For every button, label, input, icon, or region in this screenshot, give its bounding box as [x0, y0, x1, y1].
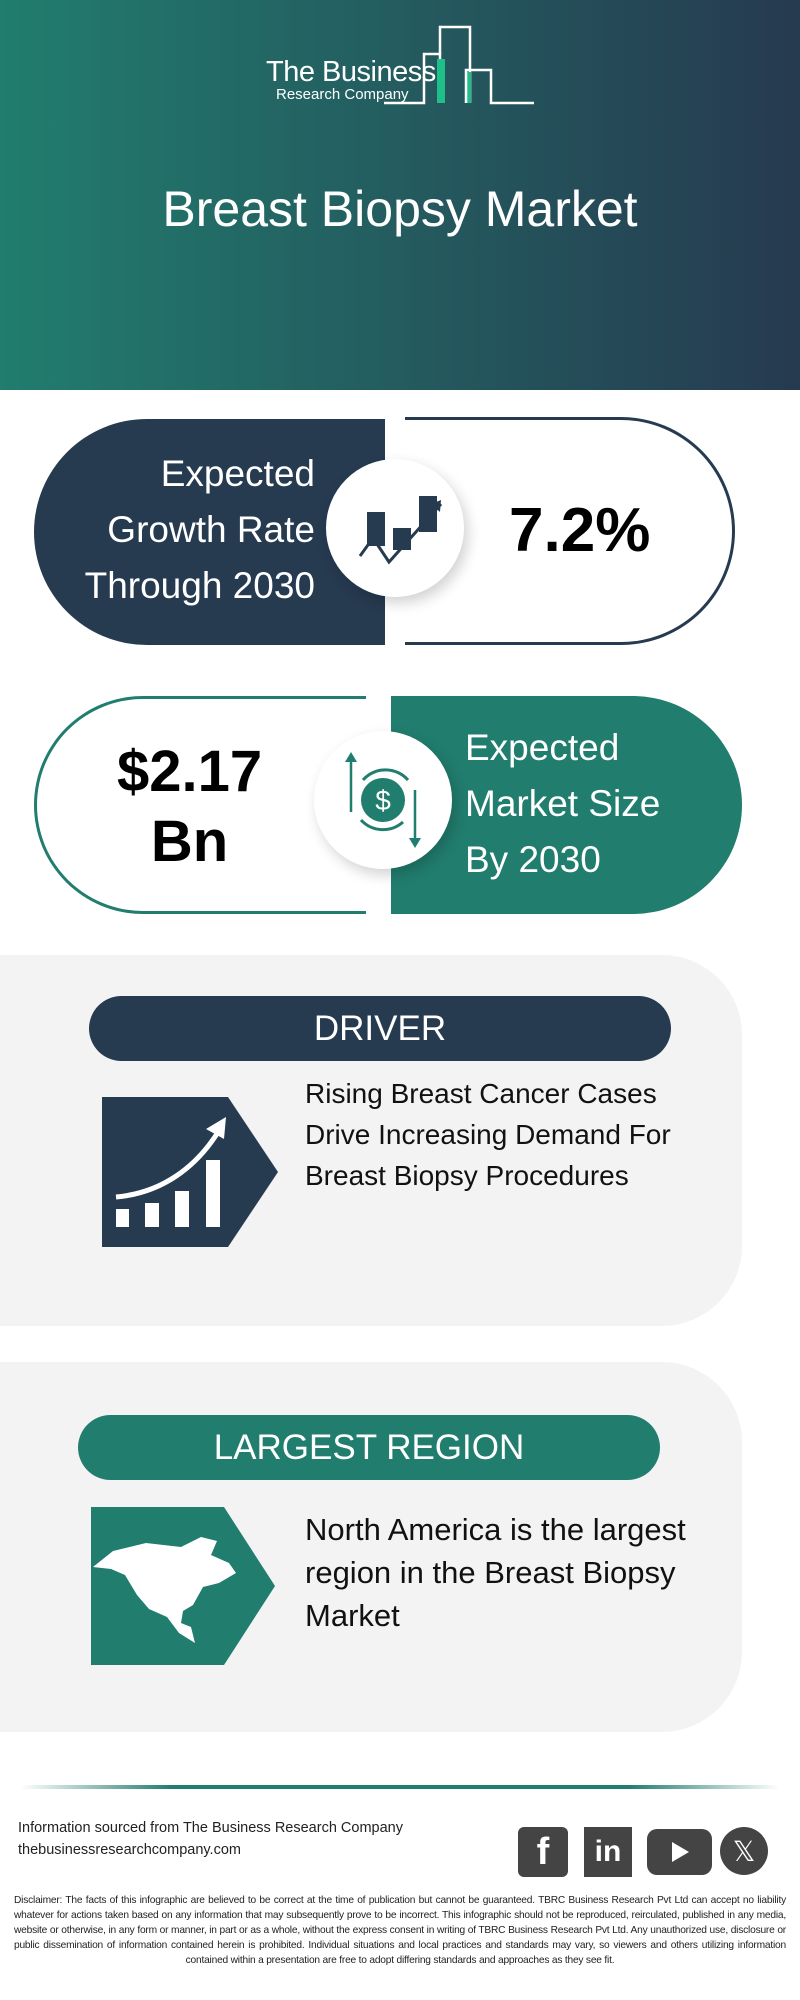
source-text: Information sourced from The Business Re… [18, 1820, 403, 1836]
market-size-value: $2.17 [117, 739, 263, 804]
region-text-line: Market [305, 1598, 400, 1633]
rising-bar-chart-icon [102, 1097, 278, 1247]
region-heading: LARGEST REGION [78, 1415, 660, 1480]
market-label-line: By 2030 [465, 839, 601, 880]
facebook-icon[interactable]: f [518, 1827, 568, 1877]
region-text-line: North America is the largest [305, 1512, 686, 1547]
growth-label-line: Through 2030 [84, 565, 315, 606]
growth-label-card: Expected Growth Rate Through 2030 [34, 419, 385, 645]
x-icon[interactable]: 𝕏 [720, 1827, 768, 1875]
region-text-line: region in the Breast Biopsy [305, 1555, 676, 1590]
driver-heading: DRIVER [89, 996, 671, 1061]
youtube-icon[interactable] [647, 1829, 712, 1875]
svg-text:$: $ [375, 785, 391, 816]
growth-value-card: 7.2% [405, 417, 735, 645]
logo-text-line1: The Business [266, 56, 436, 88]
linkedin-icon[interactable]: in [584, 1827, 632, 1877]
market-icon-circle: $ [314, 731, 452, 869]
logo-buildings-icon [384, 25, 534, 105]
disclaimer-text: Disclaimer: The facts of this infographi… [14, 1895, 786, 1966]
dollar-cycle-icon: $ [345, 752, 421, 848]
growth-label-line: Expected [160, 453, 315, 494]
driver-text-line: Drive Increasing Demand For [305, 1119, 671, 1150]
driver-text-line: Breast Biopsy Procedures [305, 1160, 629, 1191]
driver-panel: DRIVER Rising Breast Cancer Cases Drive … [0, 955, 742, 1326]
driver-text-line: Rising Breast Cancer Cases [305, 1078, 657, 1109]
market-label-line: Expected [465, 727, 620, 768]
market-value-card: $2.17 Bn [34, 696, 366, 914]
growth-icon-circle [326, 459, 464, 597]
market-size-unit: Bn [150, 809, 229, 874]
logo-text-line2: Research Company [276, 86, 409, 103]
growth-rate-value: 7.2% [509, 496, 651, 565]
growth-chart-icon [358, 496, 443, 565]
footer-divider [20, 1785, 780, 1789]
growth-label-line: Growth Rate [107, 509, 315, 550]
header-banner: The Business Research Company Breast Bio… [0, 0, 800, 390]
page-title: Breast Biopsy Market [162, 181, 638, 237]
website-link[interactable]: thebusinessresearchcompany.com [18, 1842, 241, 1858]
north-america-map-icon [91, 1507, 275, 1665]
market-label-line: Market Size [465, 783, 661, 824]
region-panel: LARGEST REGION North America is the larg… [0, 1362, 742, 1732]
